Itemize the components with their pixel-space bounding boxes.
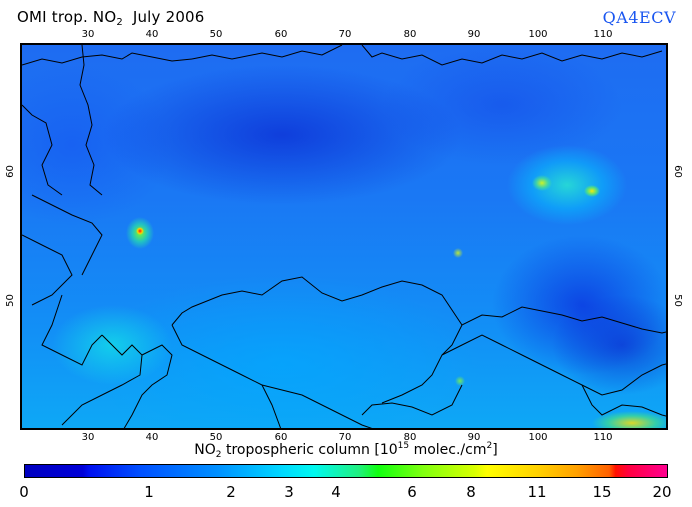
lon-label-top: 30 <box>81 29 95 40</box>
colorbar-label: 1 <box>144 483 154 501</box>
axis-title-units: molec./cm <box>409 442 487 458</box>
lon-label-top: 50 <box>209 29 223 40</box>
title-prefix: OMI trop. NO <box>17 8 117 26</box>
lat-label-right: 60 <box>671 165 683 178</box>
axis-title-units-exponent: 2 <box>486 441 493 451</box>
axis-title-sub: 2 <box>215 450 222 460</box>
colorbar-label: 3 <box>284 483 294 501</box>
country-borders <box>22 45 666 428</box>
colorbar-label: 8 <box>466 483 476 501</box>
map-title: OMI trop. NO2 July 2006 <box>17 8 205 28</box>
brand-logo: QA4ECV <box>602 8 676 27</box>
colorbar-label: 15 <box>592 483 612 501</box>
colorbar-title: NO2 tropospheric column [1015 molec./cm2… <box>0 441 692 460</box>
colorbar-label: 2 <box>226 483 236 501</box>
lon-label-bottom: 90 <box>467 432 481 443</box>
lon-label-bottom: 60 <box>274 432 288 443</box>
lon-label-top: 100 <box>528 29 548 40</box>
lon-label-bottom: 50 <box>209 432 223 443</box>
title-subscript: 2 <box>116 17 123 28</box>
lat-label-left: 50 <box>4 294 16 307</box>
axis-title-prefix: NO <box>194 442 216 458</box>
lon-label-top: 70 <box>338 29 352 40</box>
colorbar-label: 0 <box>19 483 29 501</box>
colorbar <box>24 464 668 478</box>
colorbar-label: 4 <box>331 483 341 501</box>
lon-label-top: 90 <box>467 29 481 40</box>
lon-label-bottom: 100 <box>528 432 548 443</box>
lat-label-left: 60 <box>4 165 16 178</box>
lon-label-bottom: 40 <box>145 432 159 443</box>
colorbar-label: 20 <box>652 483 672 501</box>
colorbar-label: 6 <box>407 483 417 501</box>
lon-label-top: 80 <box>403 29 417 40</box>
lon-label-bottom: 110 <box>593 432 613 443</box>
lon-label-top: 40 <box>145 29 159 40</box>
lon-label-top: 60 <box>274 29 288 40</box>
colorbar-label: 11 <box>527 483 547 501</box>
lon-label-bottom: 70 <box>338 432 352 443</box>
no2-map-panel <box>20 43 668 430</box>
lon-label-bottom: 30 <box>81 432 95 443</box>
lon-label-bottom: 80 <box>403 432 417 443</box>
lat-label-right: 50 <box>671 294 683 307</box>
axis-title-middle: tropospheric column [10 <box>221 442 398 458</box>
axis-title-close: ] <box>492 442 498 458</box>
axis-title-exponent: 15 <box>397 441 410 451</box>
title-date: July 2006 <box>132 8 205 26</box>
lon-label-top: 110 <box>593 29 613 40</box>
